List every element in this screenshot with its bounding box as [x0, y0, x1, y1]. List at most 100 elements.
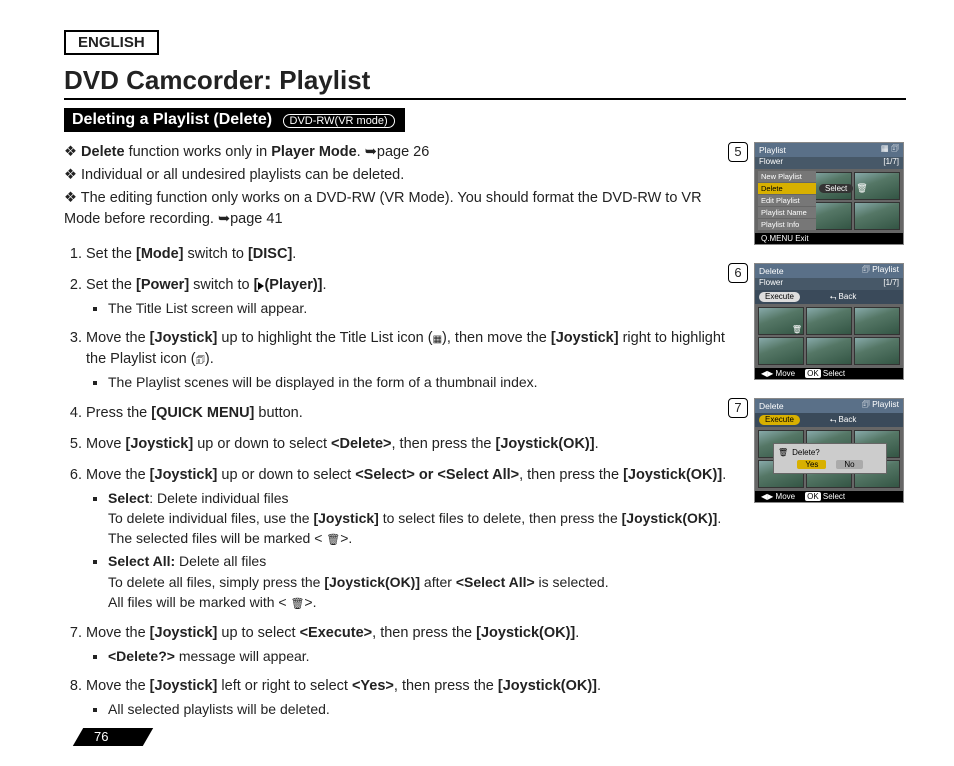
subtitle-text: Deleting a Playlist (Delete) — [72, 111, 272, 128]
t: Select All: — [108, 553, 175, 569]
lcd-footer-select: OK Select — [805, 492, 845, 501]
t: Press the — [86, 405, 151, 421]
step: Move [Joystick] up or down to select <De… — [86, 434, 736, 455]
title-list-icon: ▦ — [433, 334, 442, 345]
dialog-yes: Yes — [797, 460, 826, 469]
thumb — [854, 337, 900, 365]
t: left or right to select — [217, 678, 352, 694]
quick-menu: New Playlist Delete Edit Playlist Playli… — [758, 171, 816, 231]
t: [QUICK MENU] — [151, 405, 254, 421]
back-button: ⮢ Back — [830, 415, 856, 425]
steps-list: Set the [Mode] switch to [DISC]. Set the… — [64, 244, 736, 719]
t: Delete — [81, 144, 125, 160]
t: function works only in — [125, 144, 272, 160]
thumb — [854, 307, 900, 335]
lcd-header: Playlist — [759, 145, 786, 155]
dialog-no: No — [836, 460, 862, 469]
thumb — [758, 337, 804, 365]
t: [Joystick(OK)] — [495, 436, 594, 452]
t: , then press the — [372, 625, 476, 641]
t: up to highlight the Title List icon ( — [217, 330, 432, 346]
t: <Select> or <Select All> — [355, 467, 519, 483]
menu-item: Edit Playlist — [758, 195, 816, 207]
lcd-sub-r: [1/7] — [883, 157, 899, 169]
t: All files will be marked with < — [108, 594, 290, 610]
step: Set the [Power] switch to [(Player)]. Th… — [86, 275, 736, 318]
trash-icon: 🗑 — [326, 534, 340, 546]
t: (Player)] — [264, 277, 322, 293]
t: [Joystick(OK)] — [622, 510, 718, 526]
lcd-footer-move: ◀▶ Move — [761, 369, 795, 378]
subtitle-mode-badge: DVD-RW(VR mode) — [283, 114, 395, 128]
menu-item: Playlist Name — [758, 207, 816, 219]
t: . — [575, 625, 579, 641]
intro-bullets: Delete function works only in Player Mod… — [64, 142, 736, 230]
t: Move — [776, 492, 796, 501]
figure-number: 7 — [728, 398, 748, 418]
t: Select — [823, 492, 845, 501]
lcd-header: Delete — [759, 401, 784, 411]
t: , then press the — [394, 678, 498, 694]
t: <Delete> — [331, 436, 391, 452]
intro-bullet: Individual or all undesired playlists ca… — [64, 165, 736, 186]
thumb — [806, 337, 852, 365]
t: [Joystick(OK)] — [623, 467, 722, 483]
t: >. — [304, 594, 316, 610]
t: Back — [839, 292, 857, 301]
t: ). — [205, 351, 214, 367]
t: [Joystick] — [150, 625, 218, 641]
t: to select files to delete, then press th… — [379, 510, 622, 526]
t: . — [597, 678, 601, 694]
t: . — [722, 467, 726, 483]
figure-7: 7 Delete🗊 Playlist Execute⮢ Back 🗑Delete… — [754, 398, 906, 503]
t: , then press the — [519, 467, 623, 483]
step: Set the [Mode] switch to [DISC]. — [86, 244, 736, 265]
t: . — [292, 246, 296, 262]
execute-button: Execute — [759, 292, 800, 302]
step: Move the [Joystick] up or down to select… — [86, 465, 736, 613]
substep: Select: Delete individual files To delet… — [108, 488, 736, 550]
t: [DISC] — [248, 246, 292, 262]
t: <Select All> — [456, 574, 535, 590]
step: Move the [Joystick] up to select <Execut… — [86, 623, 736, 666]
t: button. — [254, 405, 302, 421]
t: [Joystick] — [150, 678, 218, 694]
lcd-header-r: 🗊 Playlist — [862, 399, 899, 413]
language-label: ENGLISH — [64, 30, 159, 55]
figure-number: 5 — [728, 142, 748, 162]
lcd-footer-select: OK Select — [805, 369, 845, 378]
t: Back — [839, 415, 857, 424]
step: Move the [Joystick] left or right to sel… — [86, 676, 736, 719]
playlist-icon: 🗊 — [196, 355, 205, 366]
t: [Joystick(OK)] — [476, 625, 575, 641]
page-number: 76 — [94, 729, 108, 744]
t: The selected files will be marked < — [108, 530, 326, 546]
dialog-question: Delete? — [792, 448, 820, 457]
t: [Power] — [136, 277, 189, 293]
substep: <Delete?> message will appear. — [108, 646, 736, 666]
t: switch to — [189, 277, 253, 293]
t: . ➥page 26 — [357, 144, 430, 160]
t: is selected. — [535, 574, 609, 590]
t: [Joystick] — [313, 510, 378, 526]
lcd-sub-l: Flower — [759, 278, 783, 290]
t: Select — [108, 490, 149, 506]
t: [Joystick(OK)] — [324, 574, 420, 590]
menu-item: Playlist Info — [758, 219, 816, 231]
t: Select — [823, 369, 845, 378]
lcd-header-r: 🗊 Playlist — [862, 264, 899, 278]
t: . — [595, 436, 599, 452]
t: Move — [86, 436, 126, 452]
t: switch to — [184, 246, 248, 262]
figure-6: 6 Delete🗊 Playlist Flower[1/7] Execute⮢ … — [754, 263, 906, 380]
t: Set the — [86, 277, 136, 293]
section-subtitle: Deleting a Playlist (Delete) DVD-RW(VR m… — [64, 108, 405, 132]
delete-dialog: 🗑 Delete? Yes No — [773, 443, 887, 474]
page-title: DVD Camcorder: Playlist — [64, 65, 906, 100]
trash-icon: 🗑 — [290, 598, 304, 610]
figure-number: 6 — [728, 263, 748, 283]
lcd-header: Delete — [759, 266, 784, 276]
t: Set the — [86, 246, 136, 262]
t: Move the — [86, 625, 150, 641]
trash-icon: 🗑 — [778, 448, 788, 457]
